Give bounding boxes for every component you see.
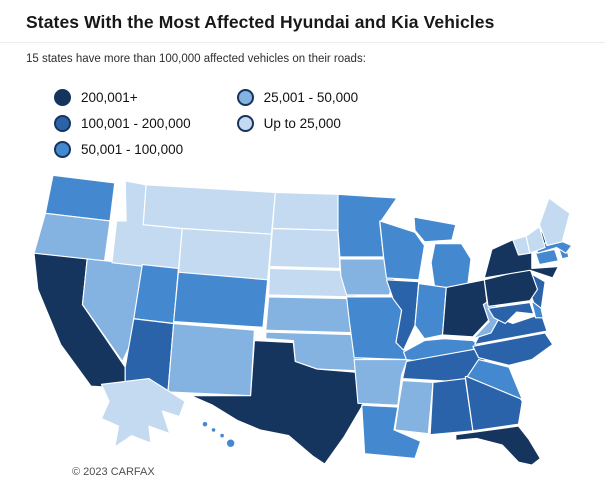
state-new-hampshire[interactable] bbox=[525, 226, 546, 254]
state-maryland[interactable] bbox=[487, 302, 535, 325]
legend-column-1: 200,001+ 100,001 - 200,000 50,001 - 100,00… bbox=[54, 89, 191, 158]
footer: © 2023 CARFAX bbox=[72, 466, 605, 478]
state-north-dakota[interactable] bbox=[271, 191, 339, 231]
state-maine[interactable] bbox=[538, 197, 571, 247]
state-new-mexico[interactable] bbox=[167, 322, 255, 397]
legend-swatch-icon bbox=[54, 115, 71, 132]
chart-subtitle: 15 states have more than 100,000 affecte… bbox=[26, 53, 366, 65]
state-michigan-upper[interactable] bbox=[413, 216, 457, 243]
legend-item: Up to 25,000 bbox=[236, 115, 359, 132]
state-wisconsin[interactable] bbox=[379, 220, 426, 281]
state-south-dakota[interactable] bbox=[269, 227, 341, 269]
legend-item: 25,001 - 50,000 bbox=[236, 89, 359, 106]
state-florida[interactable] bbox=[455, 425, 541, 466]
chart-title: States With the Most Affected Hyundai an… bbox=[26, 12, 495, 32]
state-wyoming[interactable] bbox=[177, 227, 273, 281]
content: 15 states have more than 100,000 affecte… bbox=[0, 53, 605, 478]
legend-column-2: 25,001 - 50,000 Up to 25,000 bbox=[236, 89, 359, 158]
state-connecticut[interactable] bbox=[535, 248, 559, 266]
legend-swatch-icon bbox=[236, 89, 254, 106]
us-map bbox=[24, 162, 605, 466]
state-alaska[interactable] bbox=[100, 378, 186, 448]
state-colorado[interactable] bbox=[173, 271, 269, 328]
state-texas[interactable] bbox=[190, 340, 366, 465]
header: States With the Most Affected Hyundai an… bbox=[0, 0, 605, 43]
state-montana[interactable] bbox=[142, 184, 276, 235]
legend: 200,001+ 100,001 - 200,000 50,001 - 100,00… bbox=[54, 89, 605, 158]
us-choropleth-svg bbox=[33, 174, 573, 466]
state-ohio[interactable] bbox=[441, 279, 490, 338]
state-arkansas[interactable] bbox=[353, 359, 408, 406]
legend-item: 100,001 - 200,000 bbox=[54, 115, 191, 132]
state-hawaii-island-2[interactable] bbox=[210, 426, 217, 433]
legend-swatch-icon bbox=[54, 141, 71, 158]
state-utah[interactable] bbox=[133, 264, 179, 325]
state-south-carolina[interactable] bbox=[466, 359, 523, 401]
legend-label: 50,001 - 100,000 bbox=[81, 142, 184, 157]
legend-label: 100,001 - 200,000 bbox=[81, 116, 191, 131]
state-mississippi[interactable] bbox=[394, 379, 434, 435]
legend-label: 25,001 - 50,000 bbox=[263, 90, 359, 105]
state-hawaii-island-4[interactable] bbox=[225, 438, 236, 449]
legend-label: Up to 25,000 bbox=[263, 116, 341, 131]
legend-item: 200,001+ bbox=[54, 89, 191, 106]
state-hawaii-island-1[interactable] bbox=[201, 420, 209, 428]
legend-swatch-icon bbox=[236, 115, 254, 132]
legend-swatch-icon bbox=[54, 89, 71, 106]
state-indiana[interactable] bbox=[414, 283, 447, 340]
attribution-text: © 2023 CARFAX bbox=[72, 466, 155, 478]
state-michigan-lower[interactable] bbox=[430, 243, 472, 290]
legend-item: 50,001 - 100,000 bbox=[54, 141, 191, 158]
state-hawaii-island-3[interactable] bbox=[219, 432, 226, 439]
legend-label: 200,001+ bbox=[81, 90, 138, 105]
state-north-carolina[interactable] bbox=[472, 332, 554, 366]
